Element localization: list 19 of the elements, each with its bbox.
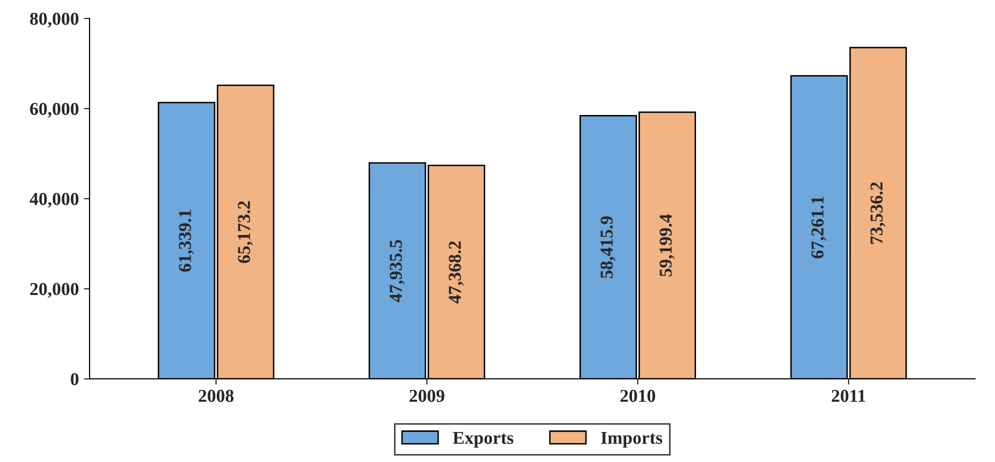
data-label: 65,173.2	[238, 201, 253, 264]
y-tick-label: 20,000	[30, 283, 78, 298]
data-label: 58,415.9	[600, 216, 616, 278]
y-tick-label: 0	[70, 373, 78, 386]
data-label: 67,261.1	[811, 196, 826, 258]
data-label: 47,935.5	[390, 240, 405, 302]
y-tick-label: 40,000	[30, 192, 78, 208]
data-label: 61,339.1	[178, 210, 194, 272]
x-tick-label: 2009	[410, 390, 444, 402]
legend-label: Imports	[601, 432, 662, 448]
data-label: 73,536.2	[870, 182, 886, 244]
x-tick-label: 2008	[198, 390, 234, 402]
data-label: 47,368.2	[448, 241, 464, 304]
y-tick-label: 80,000	[30, 12, 78, 28]
x-tick-label: 2011	[832, 390, 866, 402]
y-tick-label: 60,000	[30, 102, 78, 118]
data-label: 59,199.4	[660, 214, 674, 276]
x-tick-label: 2010	[620, 390, 656, 402]
legend-label: Exports	[452, 432, 514, 448]
